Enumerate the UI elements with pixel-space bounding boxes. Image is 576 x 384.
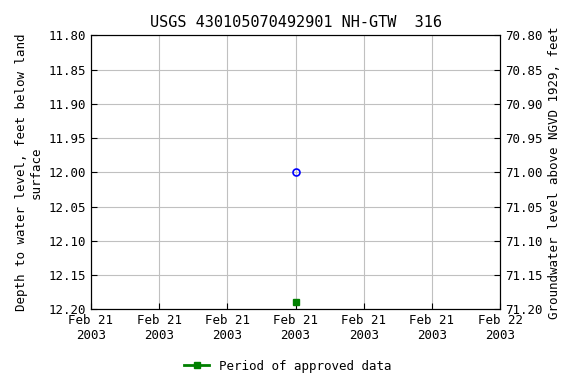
Title: USGS 430105070492901 NH-GTW  316: USGS 430105070492901 NH-GTW 316 bbox=[150, 15, 441, 30]
Y-axis label: Depth to water level, feet below land
surface: Depth to water level, feet below land su… bbox=[15, 33, 43, 311]
Y-axis label: Groundwater level above NGVD 1929, feet: Groundwater level above NGVD 1929, feet bbox=[548, 26, 561, 319]
Legend: Period of approved data: Period of approved data bbox=[179, 355, 397, 378]
